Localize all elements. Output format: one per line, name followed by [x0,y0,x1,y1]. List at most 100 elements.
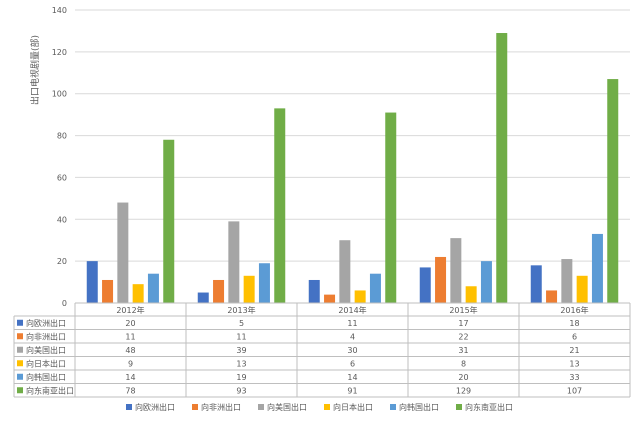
x-tick-label-4: 2016年 [560,305,588,315]
data-cell-2-2: 30 [347,346,357,355]
bars [86,33,619,304]
data-cell-3-4: 13 [569,359,579,368]
x-tick-label-2: 2014年 [338,305,366,315]
x-tick-label-0: 2012年 [116,305,144,315]
bar-4-3 [480,261,492,303]
legend-swatch-1 [192,404,198,410]
data-cell-2-4: 21 [569,346,579,355]
legend-label-3: 向日本出口 [333,402,373,412]
data-cell-1-1: 11 [236,332,246,341]
data-cell-4-2: 14 [347,373,357,382]
data-cell-0-4: 18 [569,319,579,328]
y-tick-label-3: 60 [57,173,67,182]
data-cell-0-2: 11 [347,319,357,328]
table-row-label-4: 向韩国出口 [26,372,66,382]
data-cell-1-0: 11 [125,332,135,341]
bar-4-1 [258,263,270,303]
data-cell-1-4: 6 [572,332,577,341]
legend-label-4: 向韩国出口 [399,402,439,412]
bar-1-4 [546,290,558,303]
data-cell-0-0: 20 [125,319,135,328]
bar-3-2 [354,290,366,303]
bar-1-0 [102,279,114,303]
x-tick-label-1: 2013年 [227,305,255,315]
data-cell-1-3: 22 [458,332,468,341]
y-tick-label-0: 0 [62,299,67,308]
bar-3-1 [243,275,255,303]
bar-0-0 [86,261,98,303]
grid-lines [75,9,630,304]
bar-2-2 [339,240,351,303]
data-cell-2-0: 48 [125,346,135,355]
legend-label-2: 向美国出口 [267,402,307,412]
y-tick-label-7: 140 [52,6,67,15]
bar-0-4 [530,265,542,303]
bar-3-0 [132,284,144,303]
bar-4-4 [591,233,603,303]
table-row-swatch-5 [17,387,23,394]
table-row-swatch-4 [17,373,23,380]
bar-5-2 [385,112,397,303]
table-row-label-5: 向东南亚出口 [26,385,74,395]
legend-swatch-3 [324,404,330,410]
bar-0-2 [308,279,320,303]
bar-0-3 [419,267,431,303]
bar-1-2 [324,294,336,303]
table-row-label-2: 向美国出口 [26,345,66,355]
table-row-label-1: 向非洲出口 [26,331,66,341]
legend-swatch-0 [126,404,132,410]
data-cell-5-4: 107 [567,386,582,395]
bar-1-1 [213,279,225,303]
data-cell-4-0: 14 [125,373,135,382]
data-cell-0-1: 5 [239,319,244,328]
y-axis: 0 20 40 60 80 100 120 140 [52,6,67,308]
data-cell-4-4: 33 [569,373,579,382]
y-tick-label-6: 120 [52,48,67,57]
legend-label-0: 向欧洲出口 [135,402,175,412]
table-row-label-0: 向欧洲出口 [26,318,66,328]
legend: 向欧洲出口 向非洲出口 向美国出口 向日本出口 向韩国出口 向东南亚出口 [126,402,513,412]
data-cell-4-1: 19 [236,373,246,382]
table-row-swatch-1 [17,333,23,340]
data-cell-3-3: 8 [461,359,466,368]
bar-4-2 [369,273,381,303]
data-cell-1-2: 4 [350,332,355,341]
y-tick-label-5: 100 [52,90,67,99]
legend-swatch-4 [390,404,396,410]
legend-swatch-2 [258,404,264,410]
data-cell-3-2: 6 [350,359,355,368]
bar-2-4 [561,259,573,303]
data-cell-2-1: 39 [236,346,246,355]
y-tick-label-1: 20 [57,257,67,266]
x-tick-label-3: 2015年 [449,305,477,315]
y-tick-label-4: 80 [57,132,67,141]
y-tick-label-2: 40 [57,215,67,224]
bar-2-0 [117,202,129,303]
bar-0-1 [197,292,209,303]
bar-5-3 [496,33,508,304]
bar-1-3 [435,256,447,303]
data-cell-3-1: 13 [236,359,246,368]
data-cell-5-2: 91 [347,386,357,395]
data-cell-0-3: 17 [458,319,468,328]
data-cell-3-0: 9 [128,359,133,368]
table-row-swatch-2 [17,346,23,353]
bar-5-1 [274,108,286,303]
data-cell-5-3: 129 [456,386,471,395]
bar-5-4 [607,79,619,303]
table-row-label-3: 向日本出口 [26,358,66,368]
data-cell-5-0: 78 [125,386,135,395]
y-axis-title: 出口电视剧量(部) [29,35,41,105]
bar-3-4 [576,275,588,303]
legend-label-1: 向非洲出口 [201,402,241,412]
legend-label-5: 向东南亚出口 [465,402,513,412]
data-cell-4-3: 20 [458,373,468,382]
bar-2-1 [228,221,240,303]
legend-swatch-5 [456,404,462,410]
bar-5-0 [163,139,175,303]
bar-4-0 [147,273,159,303]
table-row-swatch-3 [17,360,23,367]
